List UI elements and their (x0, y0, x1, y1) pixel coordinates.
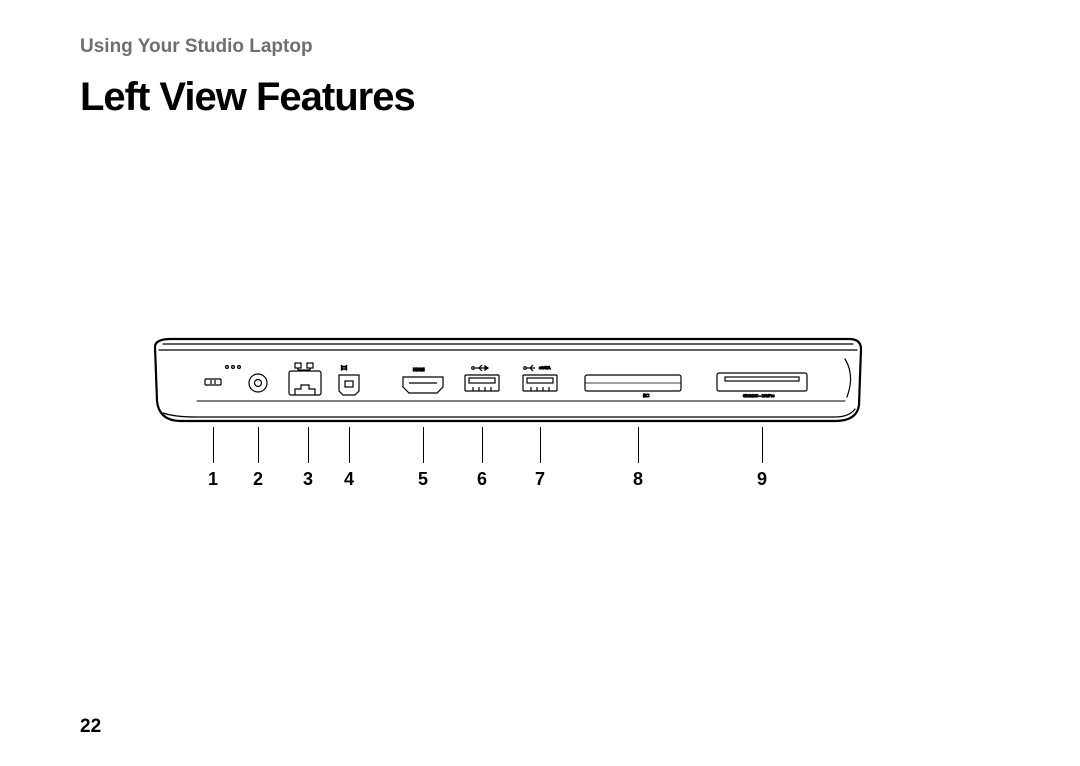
page-number: 22 (80, 716, 101, 738)
callout-number: 5 (413, 469, 433, 490)
page-title: Left View Features (80, 76, 1000, 118)
hdmi-label: HDMI (413, 367, 425, 372)
card-reader-label: SD/MMC - MS/Pro (743, 394, 774, 398)
running-head: Using Your Studio Laptop (80, 36, 1000, 58)
displayport-icon-label: |◻| (341, 365, 347, 370)
callout-3: 3 (308, 427, 309, 463)
callout-line (308, 427, 309, 463)
callout-line (638, 427, 639, 463)
callout-6: 6 (482, 427, 483, 463)
callout-line (482, 427, 483, 463)
callout-number: 1 (203, 469, 223, 490)
callout-line (213, 427, 214, 463)
callout-number: 7 (530, 469, 550, 490)
laptop-side-svg: |◻| HDMI (145, 335, 865, 427)
callout-9: 9 (762, 427, 763, 463)
callout-1: 1 (213, 427, 214, 463)
port-ethernet (289, 363, 321, 395)
esata-label: eSATA (539, 366, 551, 370)
callout-7: 7 (540, 427, 541, 463)
callout-row: 123456789 (145, 427, 865, 497)
callout-line (540, 427, 541, 463)
port-hdmi: HDMI (403, 367, 443, 393)
callout-number: 6 (472, 469, 492, 490)
port-power-jack (249, 374, 267, 392)
callout-line (762, 427, 763, 463)
manual-page: Using Your Studio Laptop Left View Featu… (0, 0, 1080, 766)
indicator-leds (226, 366, 241, 369)
callout-line (423, 427, 424, 463)
port-card-reader: SD/MMC - MS/Pro (717, 373, 807, 398)
callout-5: 5 (423, 427, 424, 463)
callout-line (349, 427, 350, 463)
port-esata-usb: eSATA (523, 365, 557, 391)
callout-number: 8 (628, 469, 648, 490)
callout-number: 4 (339, 469, 359, 490)
callout-8: 8 (638, 427, 639, 463)
callout-number: 2 (248, 469, 268, 490)
port-mini-displayport: |◻| (339, 365, 359, 395)
callout-4: 4 (349, 427, 350, 463)
callout-number: 9 (752, 469, 772, 490)
expresscard-label: EC (643, 393, 650, 398)
port-security-slot (205, 379, 221, 385)
port-usb-1 (465, 365, 499, 391)
left-view-figure: |◻| HDMI (145, 335, 865, 497)
port-expresscard: EC (585, 375, 681, 398)
callout-line (258, 427, 259, 463)
callout-number: 3 (298, 469, 318, 490)
callout-2: 2 (258, 427, 259, 463)
